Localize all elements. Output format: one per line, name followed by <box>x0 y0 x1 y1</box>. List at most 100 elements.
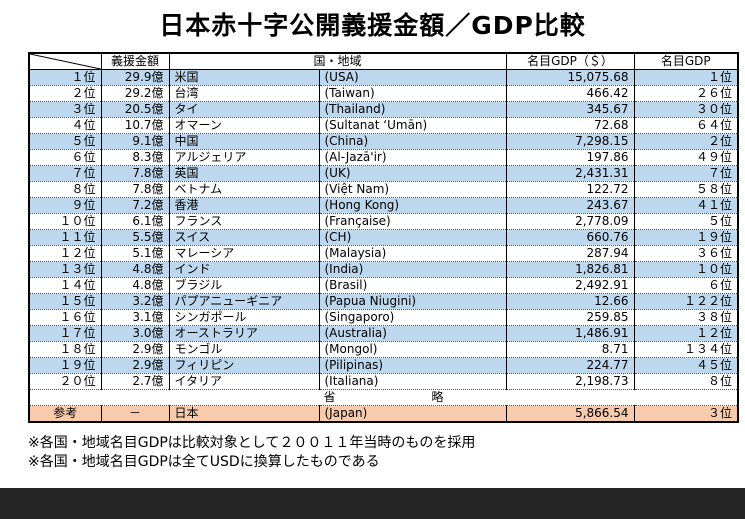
country-en-cell: (Italiana) <box>318 373 507 390</box>
rank-cell: １２位 <box>28 245 102 262</box>
table-row: １９位 2.9億 フィリピン (Pilipinas) 224.77 ４５位 <box>28 357 739 374</box>
gdp-cell: 1,486.91 <box>505 325 635 342</box>
rank-cell: 参考 <box>28 405 102 422</box>
table-row: ６位 8.3億 アルジェリア (Al-Jazā'ir) 197.86 ４９位 <box>28 149 739 166</box>
table-row: １８位 2.9億 モンゴル (Mongol) 8.71 １３４位 <box>28 341 739 358</box>
gdp-rank-cell: １９位 <box>633 229 739 246</box>
amount-cell: 3.1億 <box>100 309 170 326</box>
rank-cell: ８位 <box>28 181 102 198</box>
rank-cell: １位 <box>28 69 102 86</box>
gdp-cell: 660.76 <box>505 229 635 246</box>
table-row: ８位 7.8億 ベトナム (Việt Nam) 122.72 ５８位 <box>28 181 739 198</box>
rank-cell: １７位 <box>28 325 102 342</box>
page-title: 日本赤十字公開義援金額／GDP比較 <box>159 11 586 40</box>
country-jp-cell: 中国 <box>168 133 320 150</box>
gdp-cell: 345.67 <box>505 101 635 118</box>
gdp-rank-cell: ３６位 <box>633 245 739 262</box>
amount-cell: 6.1億 <box>100 213 170 230</box>
gdp-cell: 243.67 <box>505 197 635 214</box>
amount-cell: 29.2億 <box>100 85 170 102</box>
country-en-cell: (China) <box>318 133 507 150</box>
header-gdp-rank: 名目GDP <box>633 53 739 70</box>
gdp-cell: 224.77 <box>505 357 635 374</box>
amount-cell: 7.2億 <box>100 197 170 214</box>
amount-cell: 3.0億 <box>100 325 170 342</box>
amount-cell: － <box>100 405 170 422</box>
gdp-rank-cell: ７位 <box>633 165 739 182</box>
rank-cell: １０位 <box>28 213 102 230</box>
table-row: １５位 3.2億 パプアニューギニア (Papua Niugini) 12.66 １２２位 <box>28 293 739 310</box>
omitted-row: 省 略 <box>28 389 739 406</box>
country-en-cell: (Singaporo) <box>318 309 507 326</box>
table-row: ７位 7.8億 英国 (UK) 2,431.31 ７位 <box>28 165 739 182</box>
gdp-cell: 287.94 <box>505 245 635 262</box>
amount-cell: 20.5億 <box>100 101 170 118</box>
header-amount: 義援金額 <box>100 53 170 70</box>
footer-bar <box>0 488 745 519</box>
rank-cell: ６位 <box>28 149 102 166</box>
gdp-rank-cell: ６４位 <box>633 117 739 134</box>
gdp-rank-cell: ２６位 <box>633 85 739 102</box>
gdp-cell: 1,826.81 <box>505 261 635 278</box>
rank-cell: ２位 <box>28 85 102 102</box>
gdp-cell: 2,198.73 <box>505 373 635 390</box>
table-row: １１位 5.5億 スイス (CH) 660.76 １９位 <box>28 229 739 246</box>
country-jp-cell: フランス <box>168 213 320 230</box>
gdp-rank-cell: ３位 <box>633 405 739 422</box>
footnotes: ※各国・地域名目GDPは比較対象として２００１１年当時のものを採用 ※各国・地域… <box>28 434 475 472</box>
country-jp-cell: インド <box>168 261 320 278</box>
rank-cell: ３位 <box>28 101 102 118</box>
gdp-rank-cell: ６位 <box>633 277 739 294</box>
table-row: １６位 3.1億 シンガポール (Singaporo) 259.85 ３８位 <box>28 309 739 326</box>
gdp-rank-cell: １３４位 <box>633 341 739 358</box>
country-en-cell: (USA) <box>318 69 507 86</box>
table-row: １０位 6.1億 フランス (Française) 2,778.09 ５位 <box>28 213 739 230</box>
rank-cell: ７位 <box>28 165 102 182</box>
table-row: ９位 7.2億 香港 (Hong Kong) 243.67 ４１位 <box>28 197 739 214</box>
amount-cell: 4.8億 <box>100 261 170 278</box>
table-row: ２位 29.2億 台湾 (Taiwan) 466.42 ２６位 <box>28 85 739 102</box>
amount-cell: 9.1億 <box>100 133 170 150</box>
donation-gdp-table: 義援金額 国・地域 名目GDP（＄） 名目GDP １位 29.9億 米国 (USA) 1… <box>28 52 740 423</box>
gdp-cell: 8.71 <box>505 341 635 358</box>
country-en-cell: (Française) <box>318 213 507 230</box>
country-jp-cell: パプアニューギニア <box>168 293 320 310</box>
country-jp-cell: フィリピン <box>168 357 320 374</box>
country-jp-cell: 英国 <box>168 165 320 182</box>
table-row: １４位 4.8億 ブラジル (Brasil) 2,492.91 ６位 <box>28 277 739 294</box>
country-en-cell: (UK) <box>318 165 507 182</box>
footnote-1: ※各国・地域名目GDPは比較対象として２００１１年当時のものを採用 <box>28 435 476 451</box>
table-row: １３位 4.8億 インド (India) 1,826.81 １０位 <box>28 261 739 278</box>
table-row: ２０位 2.7億 イタリア (Italiana) 2,198.73 ８位 <box>28 373 739 390</box>
country-en-cell: (Papua Niugini) <box>318 293 507 310</box>
country-jp-cell: シンガポール <box>168 309 320 326</box>
country-jp-cell: スイス <box>168 229 320 246</box>
country-en-cell: (Australia) <box>318 325 507 342</box>
country-en-cell: (Sultanat ‘Umān) <box>318 117 507 134</box>
table-row: ５位 9.1億 中国 (China) 7,298.15 ２位 <box>28 133 739 150</box>
gdp-cell: 122.72 <box>505 181 635 198</box>
gdp-cell: 197.86 <box>505 149 635 166</box>
country-jp-cell: 米国 <box>168 69 320 86</box>
gdp-rank-cell: ５８位 <box>633 181 739 198</box>
country-en-cell: (Al-Jazā'ir) <box>318 149 507 166</box>
country-en-cell: (CH) <box>318 229 507 246</box>
table-row: １７位 3.0億 オーストラリア (Australia) 1,486.91 １２位 <box>28 325 739 342</box>
table-row: ３位 20.5億 タイ (Thailand) 345.67 ３０位 <box>28 101 739 118</box>
country-jp-cell: ブラジル <box>168 277 320 294</box>
country-en-cell: (Taiwan) <box>318 85 507 102</box>
amount-cell: 5.1億 <box>100 245 170 262</box>
header-row: 義援金額 国・地域 名目GDP（＄） 名目GDP <box>28 53 739 70</box>
rank-cell: ５位 <box>28 133 102 150</box>
amount-cell: 7.8億 <box>100 165 170 182</box>
country-en-cell: (Malaysia) <box>318 245 507 262</box>
table-row: ４位 10.7億 オマーン (Sultanat ‘Umān) 72.68 ６４位 <box>28 117 739 134</box>
country-jp-cell: モンゴル <box>168 341 320 358</box>
amount-cell: 2.9億 <box>100 357 170 374</box>
gdp-cell: 259.85 <box>505 309 635 326</box>
country-jp-cell: ベトナム <box>168 181 320 198</box>
omitted-label: 省 略 <box>28 389 739 406</box>
gdp-cell: 2,431.31 <box>505 165 635 182</box>
amount-cell: 5.5億 <box>100 229 170 246</box>
rank-cell: １８位 <box>28 341 102 358</box>
